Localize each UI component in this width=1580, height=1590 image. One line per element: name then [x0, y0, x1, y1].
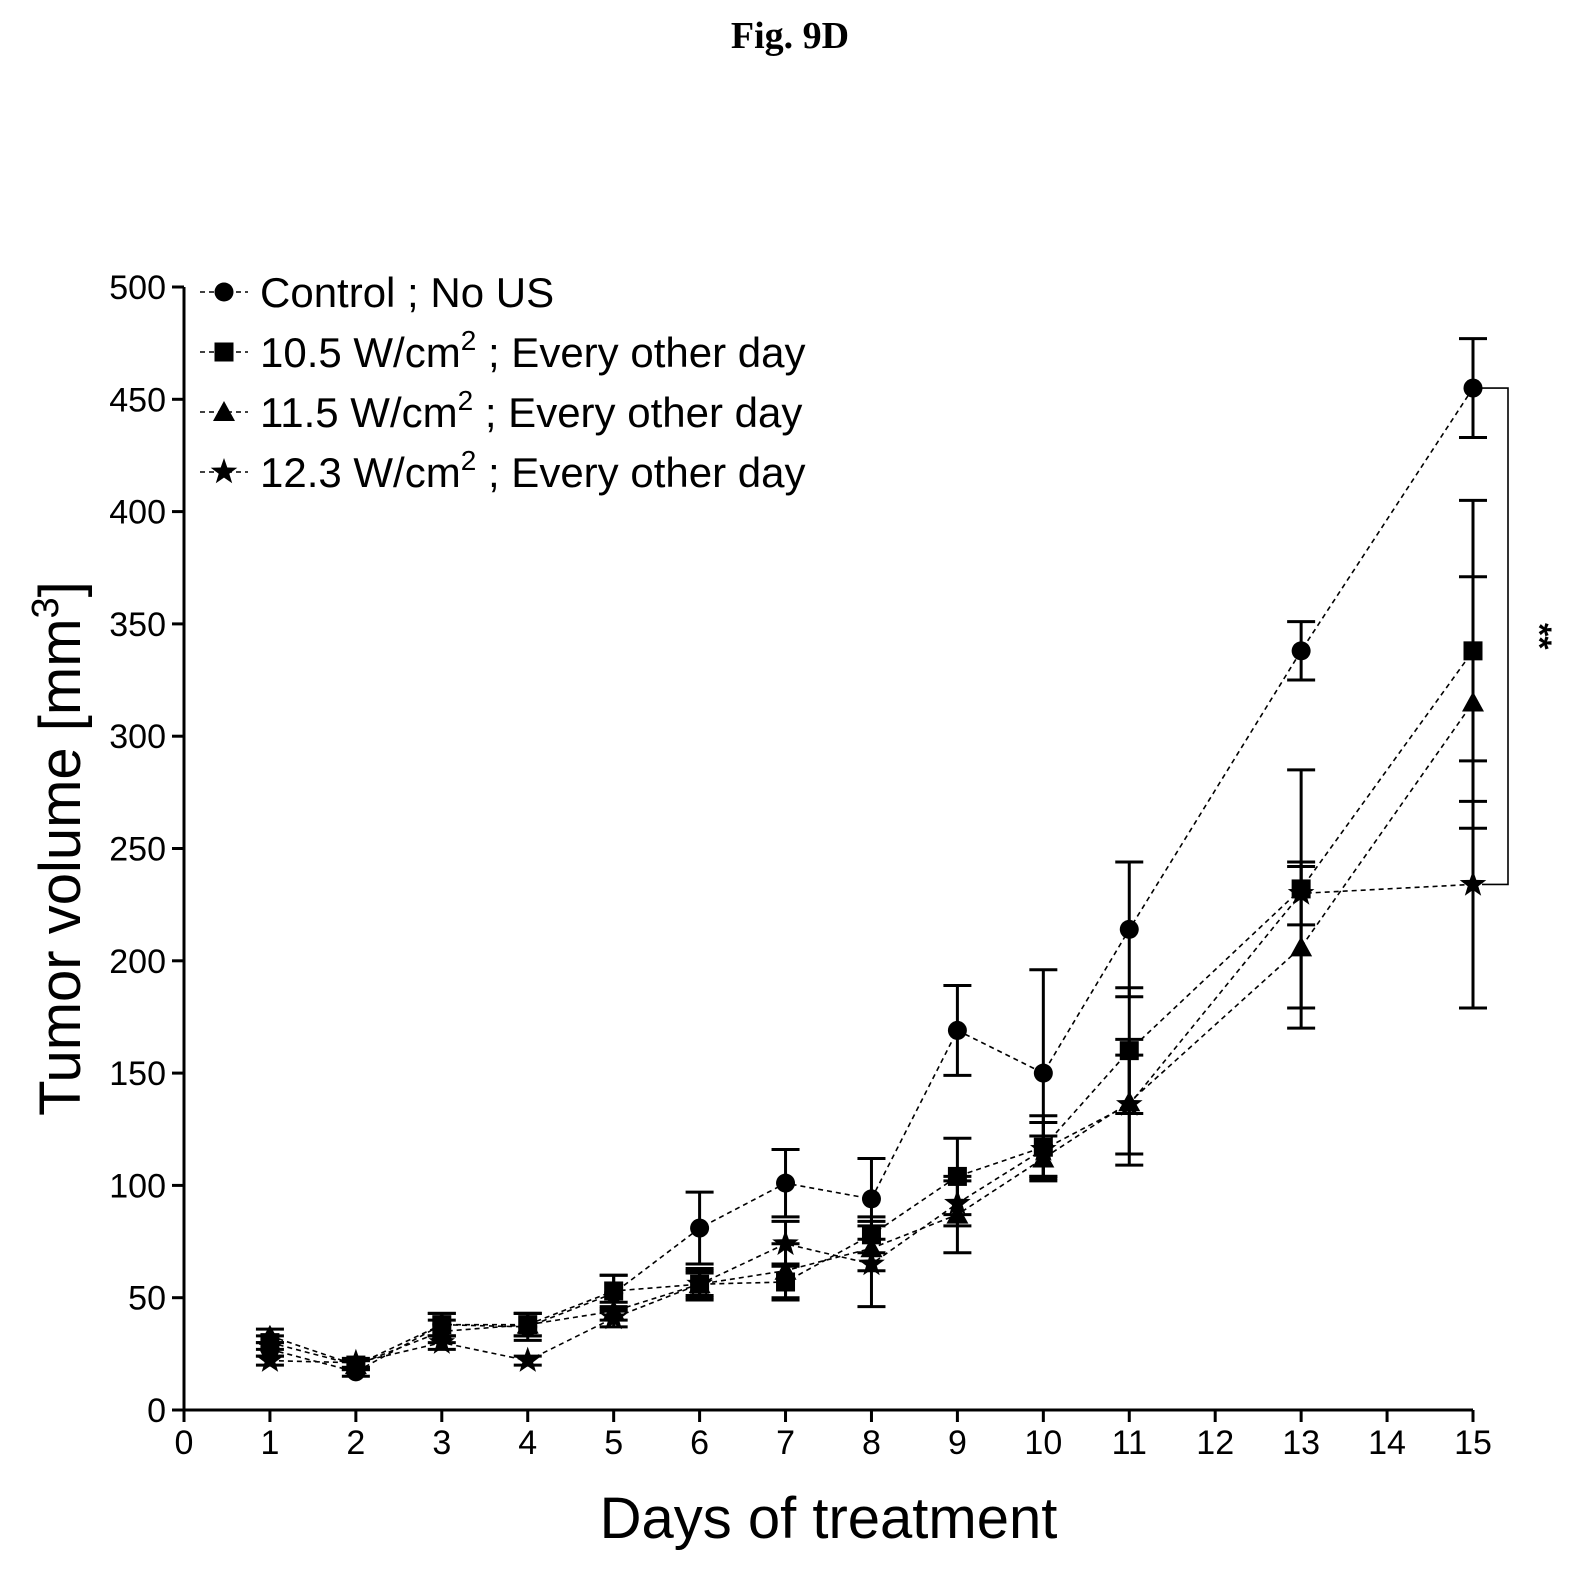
x-tick-label: 3 — [432, 1424, 451, 1462]
x-tick-label: 14 — [1368, 1424, 1406, 1462]
legend-marker — [214, 342, 234, 362]
data-point — [1290, 936, 1313, 957]
x-tick-label: 11 — [1112, 1424, 1147, 1462]
figure-title: Fig. 9D — [730, 15, 850, 57]
x-tick-label: 12 — [1196, 1424, 1234, 1462]
data-point — [776, 1173, 796, 1193]
y-tick-label: 200 — [109, 943, 166, 981]
data-point — [1291, 641, 1311, 661]
legend-label: 10.5 W/cm2 ; Every other day — [260, 325, 805, 376]
legend-item: 12.3 W/cm2 ; Every other day — [200, 445, 805, 496]
legend: Control ; No US 10.5 W/cm2 ; Every other … — [200, 269, 805, 496]
y-tick-label: 50 — [128, 1280, 166, 1318]
data-point — [1462, 691, 1484, 712]
x-tick-label: 1 — [260, 1424, 279, 1462]
data-point — [342, 1348, 370, 1375]
legend-item: 11.5 W/cm2 ; Every other day — [200, 385, 802, 436]
x-tick-label: 15 — [1454, 1424, 1492, 1462]
legend-item: Control ; No US — [200, 269, 554, 316]
legend-label: 11.5 W/cm2 ; Every other day — [260, 385, 802, 436]
data-point — [1459, 870, 1487, 896]
x-tick-label: 9 — [948, 1424, 967, 1462]
x-tick-label: 2 — [346, 1424, 365, 1462]
data-point — [1033, 1063, 1053, 1083]
data-point — [686, 1270, 713, 1296]
data-point — [516, 1313, 539, 1334]
data-point — [774, 1259, 797, 1280]
y-tick-label: 150 — [109, 1055, 166, 1093]
data-point — [514, 1346, 541, 1372]
legend-item: 10.5 W/cm2 ; Every other day — [200, 325, 805, 376]
series-layer — [255, 337, 1487, 1382]
data-point — [858, 1250, 885, 1276]
y-tick-label: 0 — [147, 1392, 166, 1430]
x-tick-label: 5 — [604, 1424, 623, 1462]
significance-bracket: ** — [1482, 387, 1558, 886]
y-axis-title: Tumor volume [mm3] — [25, 581, 93, 1116]
legend-marker — [213, 401, 235, 421]
data-point — [1116, 1090, 1143, 1116]
data-point — [1119, 919, 1139, 939]
series-star — [255, 759, 1487, 1375]
significance-label: ** — [1520, 623, 1558, 650]
x-tick-label: 6 — [690, 1424, 709, 1462]
data-point — [690, 1218, 710, 1238]
x-tick-label: 0 — [175, 1424, 194, 1462]
data-point — [1463, 378, 1483, 398]
data-point — [604, 1281, 624, 1301]
data-point — [944, 1189, 971, 1215]
legend-label: 12.3 W/cm2 ; Every other day — [260, 445, 805, 496]
x-tick-label: 8 — [862, 1424, 881, 1462]
x-tick-label: 10 — [1024, 1424, 1062, 1462]
y-tick-label: 500 — [109, 269, 166, 307]
data-point — [947, 1020, 967, 1040]
legend-marker — [210, 458, 238, 484]
data-point — [600, 1303, 627, 1330]
x-tick-label: 13 — [1282, 1424, 1320, 1462]
x-axis-title: Days of treatment — [600, 1486, 1058, 1551]
data-point — [258, 1324, 281, 1345]
legend-label: Control ; No US — [260, 269, 554, 316]
data-point — [772, 1229, 799, 1256]
y-tick-label: 400 — [109, 494, 166, 532]
y-tick-label: 450 — [109, 381, 166, 419]
legend-marker — [214, 282, 234, 302]
y-tick-label: 100 — [109, 1167, 166, 1205]
data-point — [861, 1189, 881, 1209]
data-point — [428, 1328, 456, 1354]
x-tick-label: 4 — [518, 1424, 537, 1462]
y-tick-label: 250 — [109, 831, 166, 869]
y-tick-label: 350 — [109, 606, 166, 644]
data-point — [1030, 1135, 1057, 1161]
data-point — [1287, 879, 1315, 905]
bracket-line — [1482, 387, 1509, 886]
data-point — [256, 1346, 284, 1372]
x-tick-label: 7 — [776, 1424, 795, 1462]
y-tick-label: 300 — [109, 718, 166, 756]
